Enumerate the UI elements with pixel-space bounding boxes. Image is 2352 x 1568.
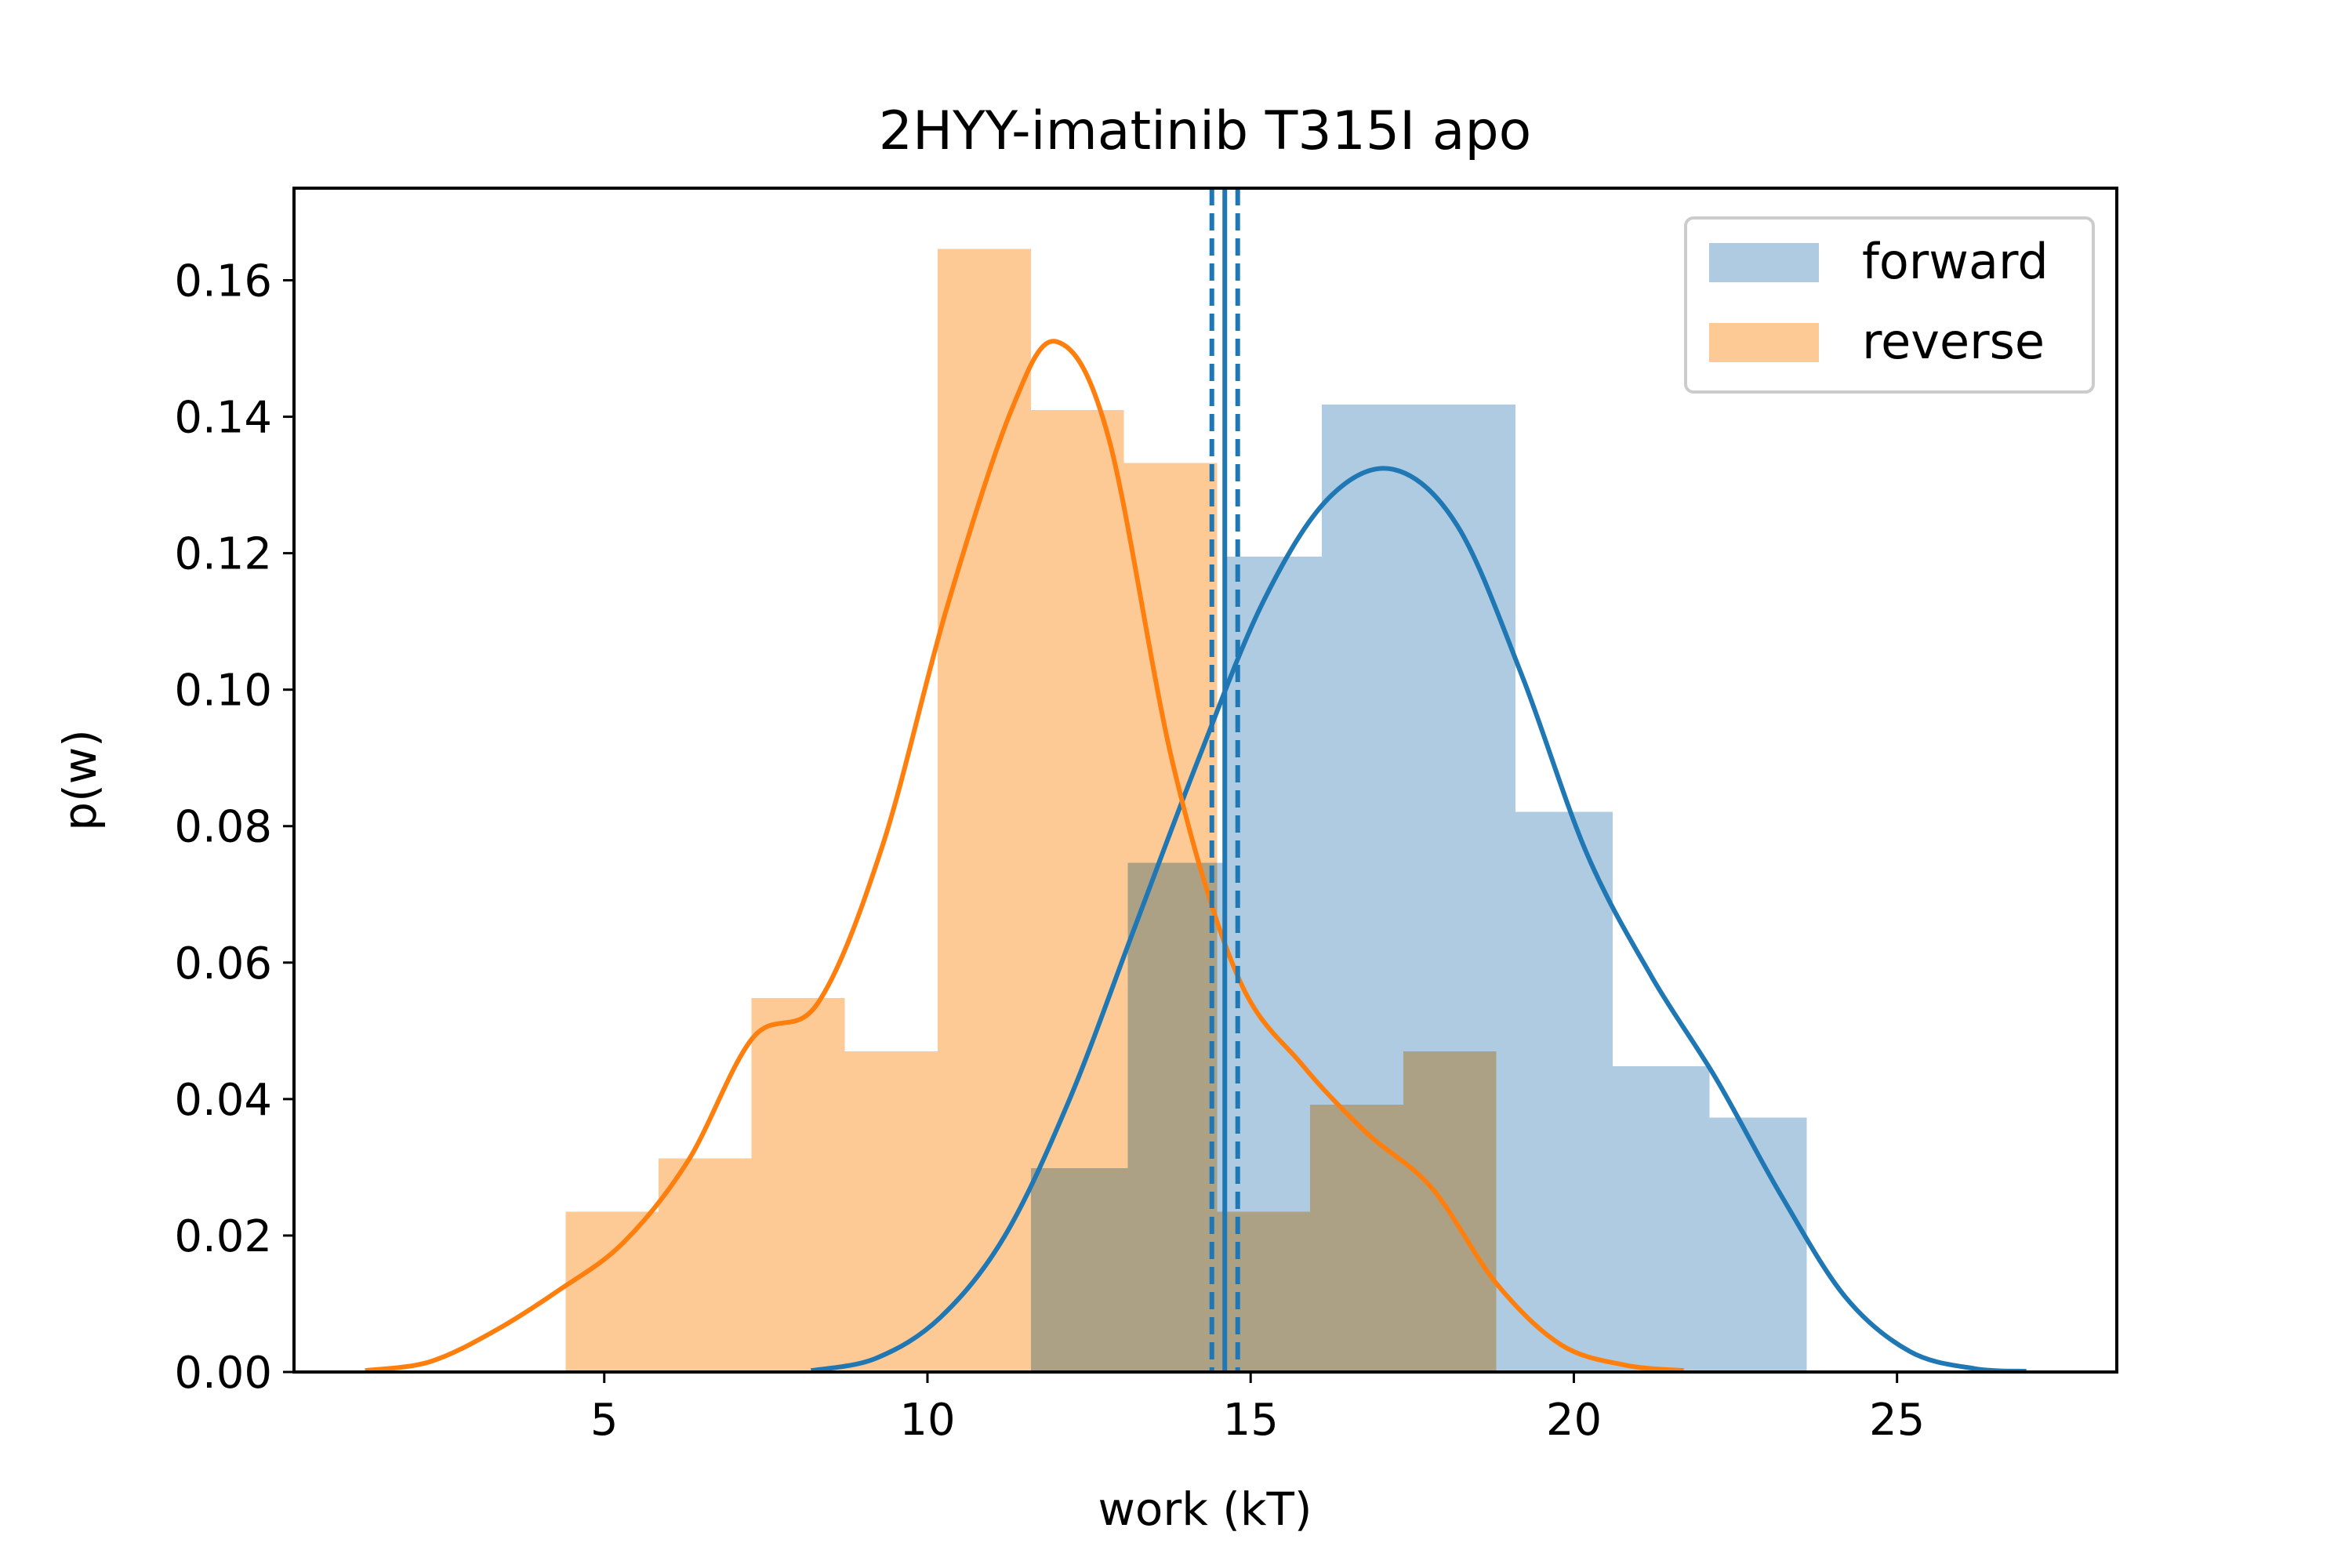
x-tick-label: 5 [590,1395,619,1446]
hist-bar-reverse [565,1211,659,1372]
y-tick-label: 0.04 [174,1075,272,1126]
kde-curve-forward [811,466,2027,1374]
hist-bar-reverse [1310,1104,1403,1372]
y-tick-label: 0.06 [174,938,272,989]
y-tick-label: 0.02 [174,1211,272,1262]
x-tick-label: 20 [1546,1395,1602,1446]
hist-bar-reverse [1030,409,1124,1372]
y-tick-label: 0.16 [174,256,272,307]
legend-swatch-forward [1709,243,1819,282]
hist-bar-reverse [938,249,1031,1372]
hist-bar-reverse [1217,1211,1311,1372]
y-tick-label: 0.10 [174,666,272,717]
legend-swatch-reverse [1709,323,1819,362]
hist-bar-forward [1612,1066,1710,1372]
y-tick-label: 0.08 [174,802,272,853]
legend-label-reverse: reverse [1862,313,2045,370]
y-axis-ticks: 0.00 0.02 0.04 0.06 0.08 0.10 0.12 0.14 0.16 [174,256,294,1399]
x-tick-label: 25 [1869,1395,1925,1446]
x-axis-ticks: 5 10 15 20 25 [590,1372,1925,1446]
legend: forward reverse [1684,216,2095,394]
chart-title: 2HYY-imatinib T315I apo [879,100,1532,162]
hist-bar-reverse [751,998,845,1372]
histogram-reverse [565,249,1497,1372]
x-tick-label: 15 [1223,1395,1279,1446]
kde-curve-reverse [365,339,1684,1374]
legend-label-forward: forward [1862,233,2049,290]
y-axis-label: p(w) [53,729,107,831]
x-axis-label: work (kT) [1098,1483,1312,1536]
hist-bar-forward [1709,1117,1807,1372]
y-tick-label: 0.12 [174,529,272,580]
hist-bar-forward [1515,811,1613,1372]
x-tick-label: 10 [899,1395,955,1446]
hist-bar-reverse [844,1051,938,1372]
y-tick-label: 0.00 [174,1348,272,1399]
hist-bar-reverse [659,1158,752,1372]
plot-area [365,188,2027,1374]
axes-frame [292,187,2118,1374]
y-tick-label: 0.14 [174,393,272,444]
